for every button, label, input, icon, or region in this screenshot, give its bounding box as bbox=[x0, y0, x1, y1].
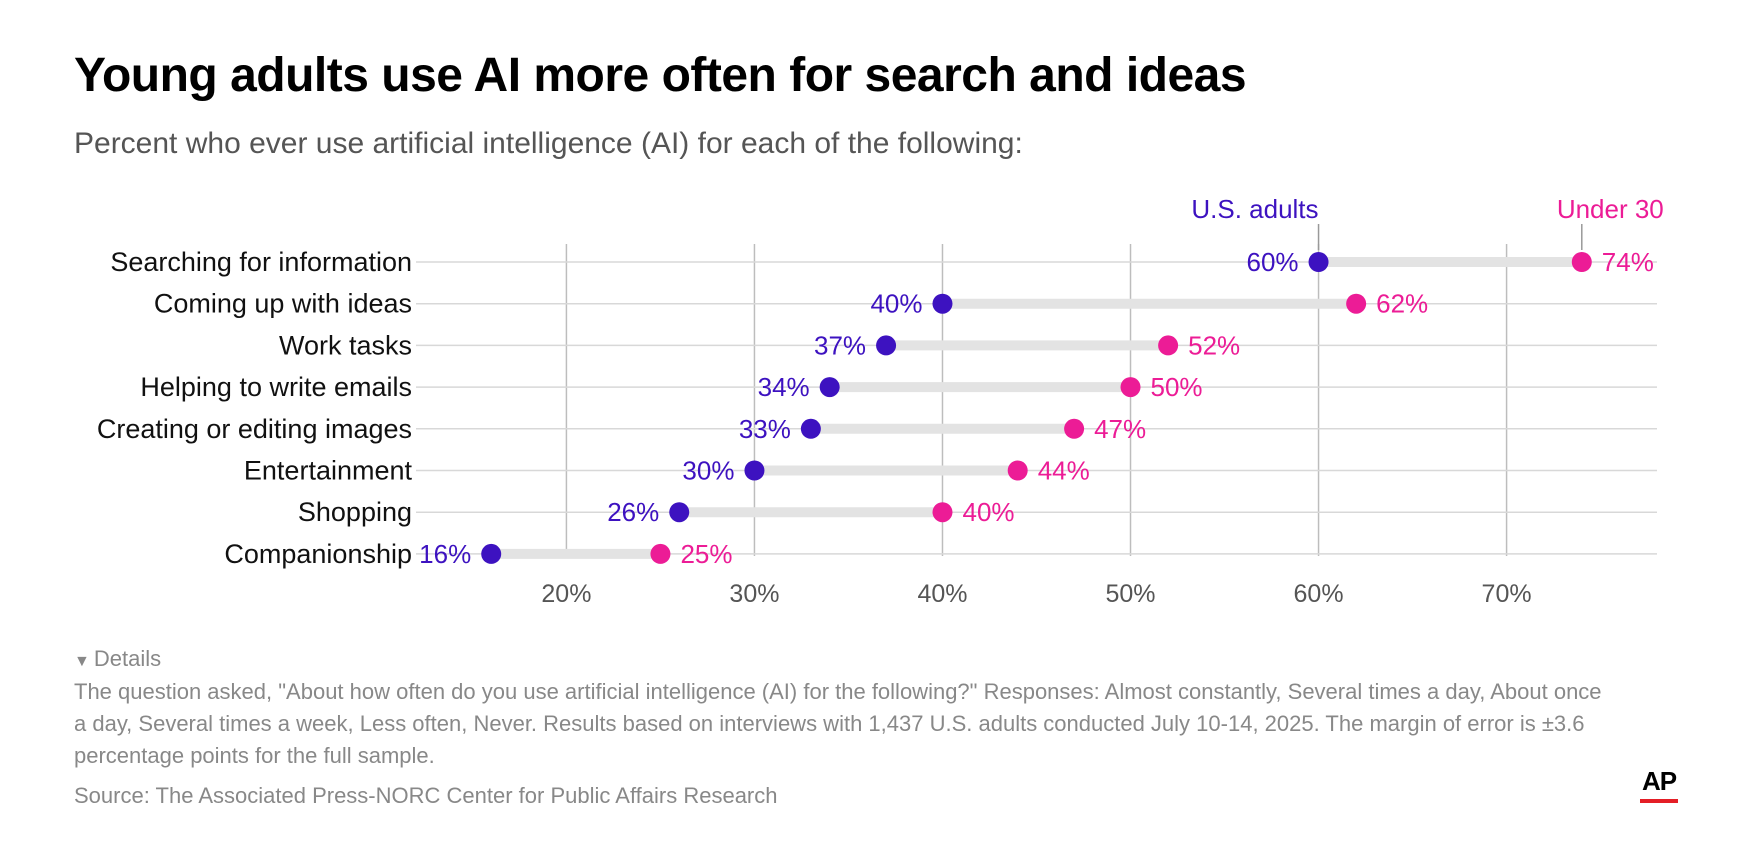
x-tick-label: 70% bbox=[1482, 580, 1532, 608]
value-label-under-30: 25% bbox=[680, 539, 732, 569]
value-label-under-30: 47% bbox=[1094, 414, 1146, 444]
ap-logo: AP bbox=[1640, 767, 1678, 803]
dot-under-30 bbox=[1346, 293, 1367, 314]
ap-logo-bar bbox=[1640, 799, 1678, 803]
chart-title: Young adults use AI more often for searc… bbox=[74, 49, 1247, 102]
category-label: Companionship bbox=[224, 539, 412, 569]
ap-logo-text: AP bbox=[1641, 766, 1677, 796]
dot-under-30 bbox=[1571, 252, 1592, 272]
category-label: Shopping bbox=[298, 497, 412, 527]
dot-under-30 bbox=[650, 543, 671, 564]
dot-us-adults bbox=[932, 293, 953, 314]
category-label: Helping to write emails bbox=[140, 372, 412, 402]
x-tick-label: 40% bbox=[917, 580, 967, 608]
category-label: Work tasks bbox=[279, 330, 412, 360]
x-tick-label: 60% bbox=[1294, 580, 1344, 608]
dot-under-30 bbox=[932, 502, 953, 523]
category-label: Creating or editing images bbox=[97, 414, 412, 444]
category-label: Entertainment bbox=[244, 456, 413, 486]
source-note: Source: The Associated Press-NORC Center… bbox=[74, 783, 778, 808]
dot-us-adults bbox=[819, 377, 840, 398]
value-label-under-30: 40% bbox=[962, 497, 1014, 527]
value-label-us-adults: 26% bbox=[607, 497, 659, 527]
triangle-down-icon: ▼ bbox=[74, 653, 90, 670]
category-label: Searching for information bbox=[110, 247, 412, 277]
details-toggle[interactable]: ▼ Details bbox=[74, 646, 161, 672]
dot-under-30 bbox=[1064, 418, 1085, 439]
chart-subtitle: Percent who ever use artificial intellig… bbox=[74, 127, 1023, 160]
dot-us-adults bbox=[876, 335, 897, 356]
details-toggle-label: Details bbox=[93, 646, 162, 671]
value-label-us-adults: 34% bbox=[758, 372, 810, 402]
details-text: The question asked, "About how often do … bbox=[74, 679, 1602, 768]
value-label-us-adults: 33% bbox=[739, 414, 791, 444]
value-label-under-30: 74% bbox=[1602, 247, 1654, 277]
legend-label-us-adults: U.S. adults bbox=[1191, 194, 1318, 224]
dot-us-adults bbox=[1308, 252, 1329, 272]
value-label-us-adults: 16% bbox=[419, 539, 471, 569]
dot-under-30 bbox=[1007, 460, 1028, 481]
value-label-us-adults: 60% bbox=[1246, 247, 1298, 277]
category-label: Coming up with ideas bbox=[154, 289, 412, 319]
dot-us-adults bbox=[481, 543, 502, 564]
dot-under-30 bbox=[1158, 335, 1179, 356]
dot-under-30 bbox=[1120, 377, 1141, 398]
value-label-under-30: 52% bbox=[1188, 330, 1240, 360]
value-label-under-30: 50% bbox=[1151, 372, 1203, 402]
dot-us-adults bbox=[744, 460, 765, 481]
x-tick-label: 30% bbox=[729, 580, 779, 608]
value-label-us-adults: 40% bbox=[870, 289, 922, 319]
dot-plot-chart: 20% 30% 40% 50% 60% 70% Searching for informat… bbox=[97, 194, 1664, 608]
value-label-under-30: 44% bbox=[1038, 456, 1090, 486]
legend-label-under-30: Under 30 bbox=[1557, 194, 1664, 224]
dot-us-adults bbox=[800, 418, 821, 439]
dot-us-adults bbox=[669, 502, 690, 523]
value-label-us-adults: 37% bbox=[814, 330, 866, 360]
value-label-us-adults: 30% bbox=[682, 456, 734, 486]
x-tick-label: 20% bbox=[541, 580, 591, 608]
value-label-under-30: 62% bbox=[1376, 289, 1428, 319]
x-tick-label: 50% bbox=[1105, 580, 1155, 608]
